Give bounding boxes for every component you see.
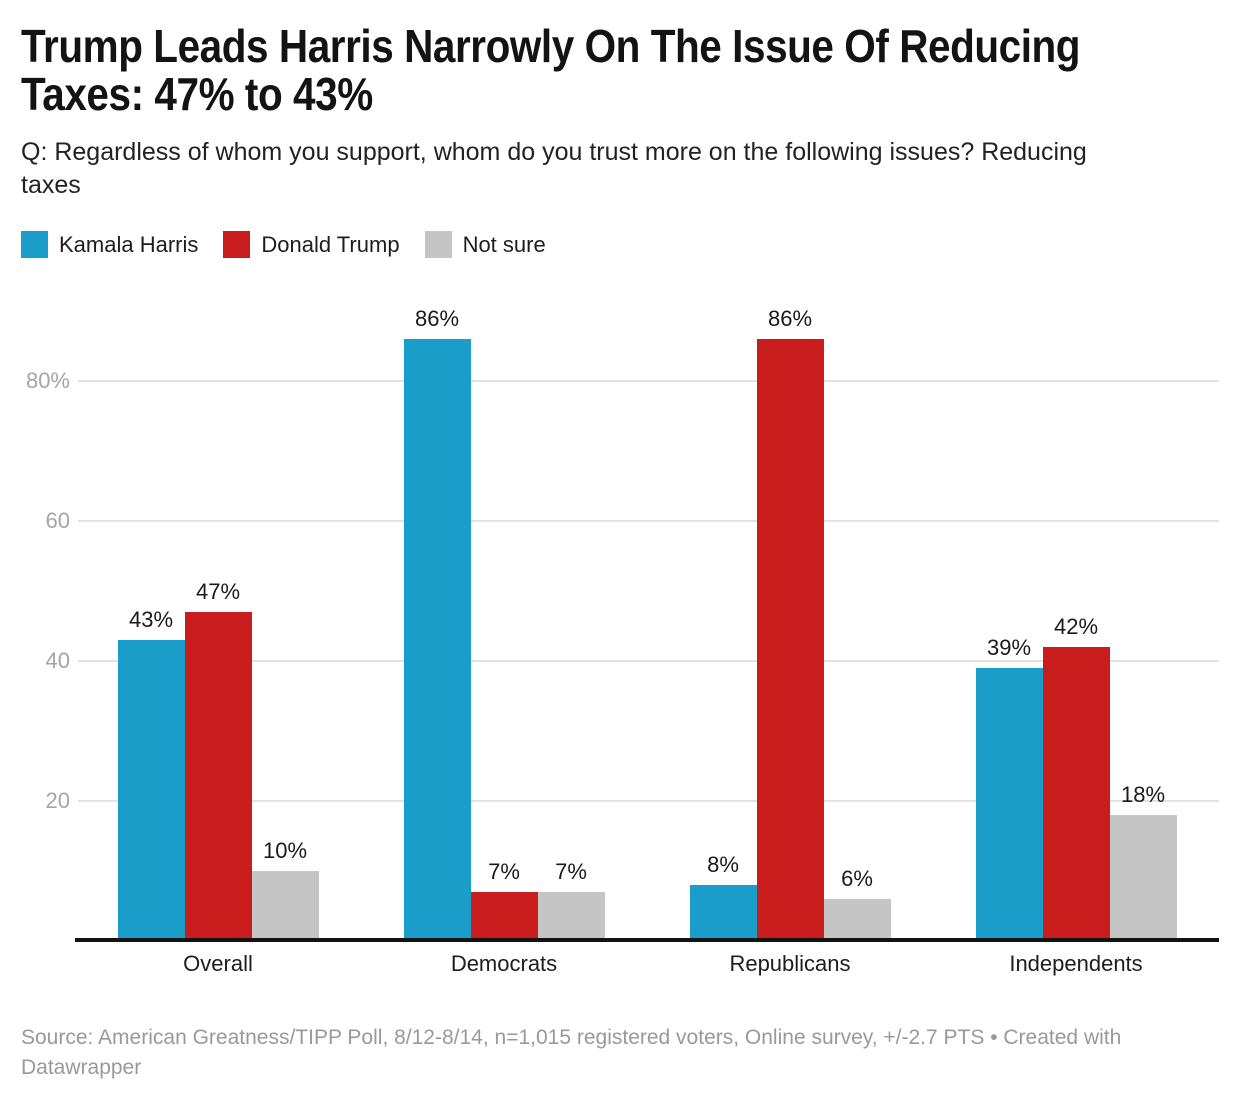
source-note-line2: Datawrapper — [21, 1056, 142, 1079]
y-tick-label-60: 60 — [45, 508, 70, 533]
value-label-independents-not-sure: 18% — [1120, 782, 1166, 807]
chart-subtitle: Q: Regardless of whom you support, whom … — [21, 136, 1231, 202]
bar-independents-donald-trump — [1042, 647, 1110, 941]
legend-label: Kamala Harris — [59, 232, 199, 257]
gridline-60 — [78, 520, 1219, 522]
bar-overall-not-sure — [251, 871, 319, 941]
legend-item-1: Donald Trump — [223, 231, 400, 258]
value-label-overall-donald-trump: 47% — [195, 579, 241, 604]
value-label-overall-not-sure: 10% — [262, 838, 308, 863]
category-label-republicans: Republicans — [729, 951, 851, 976]
bar-democrats-donald-trump — [470, 892, 538, 941]
value-label-overall-kamala-harris: 43% — [128, 607, 174, 632]
legend-label: Not sure — [462, 232, 546, 257]
gridline-20 — [78, 800, 1219, 802]
page-title-line2: Taxes: 47% to 43% — [21, 68, 373, 120]
value-label-independents-donald-trump: 42% — [1053, 614, 1099, 639]
category-label-independents: Independents — [1009, 951, 1143, 976]
legend-swatch-icon — [21, 231, 48, 258]
bar-democrats-kamala-harris — [403, 339, 471, 941]
chart-subtitle-line2: taxes — [21, 171, 81, 199]
bar-overall-donald-trump — [184, 612, 252, 941]
x-axis-line — [75, 938, 1219, 942]
legend-label: Donald Trump — [261, 232, 400, 257]
gridline-40 — [78, 660, 1219, 662]
y-tick-label-80: 80% — [25, 368, 70, 393]
legend-item-0: Kamala Harris — [21, 231, 198, 258]
category-label-overall: Overall — [183, 951, 253, 976]
source-note: Source: American Greatness/TIPP Poll, 8/… — [21, 1023, 1221, 1083]
bar-independents-not-sure — [1109, 815, 1177, 941]
value-label-democrats-donald-trump: 7% — [488, 859, 520, 884]
value-label-republicans-not-sure: 6% — [841, 866, 873, 891]
value-label-republicans-kamala-harris: 8% — [707, 852, 739, 877]
bar-independents-kamala-harris — [975, 668, 1043, 941]
bar-republicans-donald-trump — [756, 339, 824, 941]
value-label-independents-kamala-harris: 39% — [986, 635, 1032, 660]
category-label-democrats: Democrats — [450, 951, 558, 976]
source-note-line1: Source: American Greatness/TIPP Poll, 8/… — [21, 1026, 1122, 1049]
legend: Kamala Harris Donald Trump Not sure — [21, 231, 546, 258]
page-title-line1: Trump Leads Harris Narrowly On The Issue… — [21, 20, 1081, 72]
value-label-democrats-kamala-harris: 86% — [414, 306, 460, 331]
bar-republicans-not-sure — [823, 899, 891, 941]
bar-overall-kamala-harris — [117, 640, 185, 941]
bar-democrats-not-sure — [537, 892, 605, 941]
y-tick-label-40: 40 — [45, 648, 70, 673]
gridline-80 — [78, 380, 1219, 382]
legend-swatch-icon — [424, 231, 452, 258]
chart-subtitle-line1: Q: Regardless of whom you support, whom … — [21, 138, 1087, 166]
legend-swatch-icon — [223, 231, 251, 258]
page-title: Trump Leads Harris Narrowly On The Issue… — [21, 22, 1235, 118]
bar-republicans-kamala-harris — [689, 885, 757, 941]
value-label-democrats-not-sure: 7% — [555, 859, 587, 884]
y-tick-label-20: 20 — [45, 788, 70, 813]
legend-item-2: Not sure — [424, 231, 546, 258]
value-label-republicans-donald-trump: 86% — [767, 306, 813, 331]
